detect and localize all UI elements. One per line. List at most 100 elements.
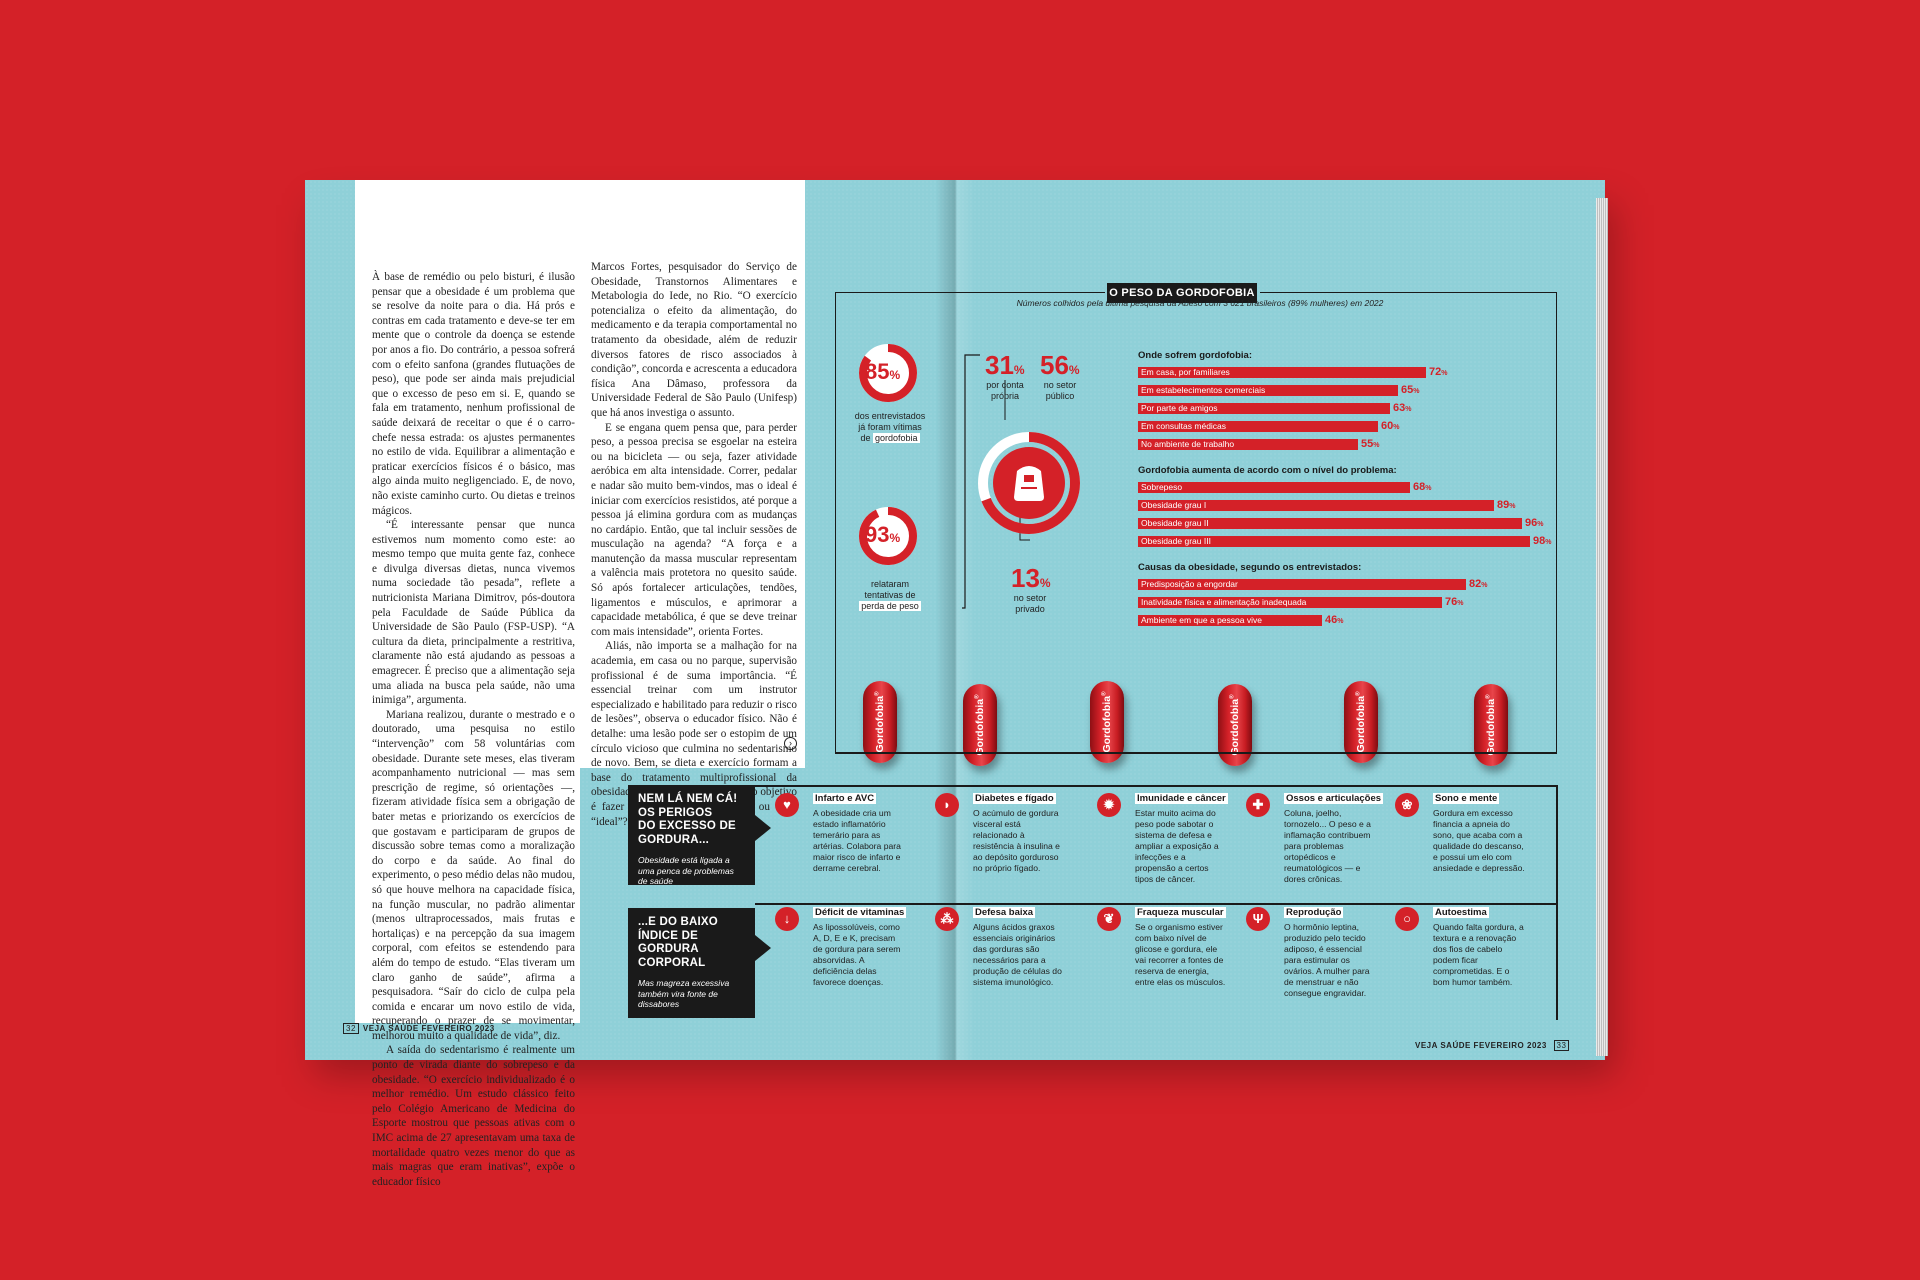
- bar-label: Ambiente em que a pessoa vive: [1141, 615, 1262, 625]
- frame-bottom-line: [835, 752, 1557, 754]
- footer-text: VEJA SAÚDE FEVEREIRO 2023: [362, 1024, 495, 1033]
- effect-title: Ossos e articulações: [1284, 793, 1384, 804]
- low-label-box: ...E DO BAIXO ÍNDICE DE GORDURA CORPORAL Ma…: [628, 908, 755, 1018]
- liver-icon: ◗: [935, 793, 959, 817]
- page-edge: [1596, 198, 1608, 1056]
- text-box-background: [355, 180, 580, 1023]
- bar-value: 96%: [1525, 517, 1544, 529]
- effect-text: O hormônio leptina, produzido pelo tecid…: [1284, 922, 1370, 998]
- pill-gordofobia: Gordofobia®: [863, 681, 897, 763]
- bar: Ambiente em que a pessoa vive: [1138, 615, 1322, 626]
- effect-text: Alguns ácidos graxos essenciais originár…: [973, 922, 1062, 987]
- table-top-line: [755, 785, 1557, 787]
- bar-label: Obesidade grau III: [1141, 536, 1211, 546]
- donut2-label: relataram tentativas de perda de peso: [859, 579, 921, 611]
- effect-text: Coluna, joelho, tornozelo... O peso e a …: [1284, 808, 1371, 884]
- effect-text: Estar muito acima do peso pode sabotar o…: [1135, 808, 1219, 884]
- pill-gordofobia: Gordofobia®: [1474, 684, 1508, 766]
- heart-icon: ♥: [775, 793, 799, 817]
- muscle-icon: ❦: [1097, 907, 1121, 931]
- bar-section-heading: Onde sofrem gordofobia:: [1138, 350, 1252, 361]
- effect-text: O acúmulo de gordura visceral está relac…: [973, 808, 1060, 873]
- effect-title: Sono e mente: [1433, 793, 1500, 804]
- article-column-1: À base de remédio ou pelo bisturi, é ilu…: [372, 270, 575, 1189]
- paragraph: “É interessante pensar que nunca estivem…: [372, 519, 575, 707]
- frame-top-left: [835, 292, 1105, 293]
- bar-value: 72%: [1429, 366, 1448, 378]
- bar-label: Obesidade grau II: [1141, 518, 1209, 528]
- bar: Obesidade grau I: [1138, 500, 1494, 511]
- effect-text: Gordura em excesso financia a apneia do …: [1433, 808, 1525, 873]
- low-note: Mas magreza excessiva também vira fonte …: [638, 978, 730, 1009]
- effect-text: Se o organismo estiver com baixo nível d…: [1135, 922, 1226, 987]
- stat-31-label: por conta própria: [986, 380, 1024, 401]
- pill-label: Gordofobia®: [1485, 694, 1497, 756]
- stat-13-label: no setor privado: [1013, 593, 1047, 614]
- infographic-frame: [835, 292, 1557, 754]
- donut2-value: 93%: [865, 522, 901, 547]
- bar-label: Sobrepeso: [1141, 482, 1183, 492]
- footer-right: VEJA SAÚDE FEVEREIRO 2023 33: [1415, 1040, 1570, 1051]
- paragraph: À base de remédio ou pelo bisturi, é ilu…: [372, 271, 575, 517]
- effect-title: Imunidade e câncer: [1135, 793, 1228, 804]
- article-column-2: Marcos Fortes, pesquisador do Serviço de…: [591, 260, 797, 829]
- pointer-arrow: [755, 815, 771, 841]
- infographic-subtitle: Números colhidos pela última pesquisa da…: [1016, 298, 1384, 308]
- bar: Em consultas médicas: [1138, 421, 1378, 432]
- donut1-value: 85%: [865, 359, 901, 384]
- pointer-arrow: [755, 935, 771, 961]
- bar-value: 82%: [1469, 578, 1488, 590]
- bar-value: 89%: [1497, 499, 1516, 511]
- effect-title: Infarto e AVC: [813, 793, 877, 804]
- stat-56: 56%: [1040, 350, 1080, 380]
- bar-section-heading: Causas da obesidade, segundo os entrevis…: [1138, 562, 1362, 573]
- bar-label: No ambiente de trabalho: [1141, 439, 1235, 449]
- paragraph: A saída do sedentarismo é realmente um p…: [372, 1044, 575, 1188]
- bar-label: Em casa, por familiares: [1141, 367, 1230, 377]
- bar: Obesidade grau III: [1138, 536, 1530, 547]
- bar-label: Por parte de amigos: [1141, 403, 1218, 413]
- bar: Predisposição a engordar: [1138, 579, 1466, 590]
- frame-top-right: [1260, 292, 1557, 293]
- brain-icon: ❀: [1395, 793, 1419, 817]
- bar-label: Obesidade grau I: [1141, 500, 1207, 510]
- pill-label: Gordofobia®: [874, 691, 886, 753]
- bar: Obesidade grau II: [1138, 518, 1522, 529]
- bar: Em casa, por familiares: [1138, 367, 1426, 378]
- excess-heading: NEM LÁ NEM CÁ! OS PERIGOS DO EXCESSO DE GOR…: [638, 793, 738, 846]
- bar-value: 55%: [1361, 438, 1380, 450]
- low-heading: ...E DO BAIXO ÍNDICE DE GORDURA CORPORAL: [638, 916, 718, 969]
- bar-label: Inatividade física e alimentação inadequ…: [1141, 597, 1307, 607]
- donut-chart-93: [859, 507, 917, 565]
- bar-label: Em consultas médicas: [1141, 421, 1227, 431]
- cells-icon: ⁂: [935, 907, 959, 931]
- bar: No ambiente de trabalho: [1138, 439, 1358, 450]
- page-number: 32: [343, 1023, 359, 1034]
- virus-icon: ✹: [1097, 793, 1121, 817]
- continue-arrow-icon: ›: [784, 737, 797, 750]
- footer-left: 32 VEJA SAÚDE FEVEREIRO 2023: [343, 1023, 495, 1034]
- bar-value: 63%: [1393, 402, 1412, 414]
- effect-title: Reprodução: [1284, 907, 1344, 918]
- bar: Por parte de amigos: [1138, 403, 1390, 414]
- stat-13: 13%: [1011, 563, 1051, 593]
- paragraph: Marcos Fortes, pesquisador do Serviço de…: [591, 261, 797, 419]
- pill-gordofobia: Gordofobia®: [1344, 681, 1378, 763]
- bar-value: 68%: [1413, 481, 1432, 493]
- paragraph: Mariana realizou, durante o mestrado e o…: [372, 708, 575, 1042]
- stat-31: 31%: [985, 350, 1025, 380]
- effect-title: Fraqueza muscular: [1135, 907, 1226, 918]
- pill-gordofobia: Gordofobia®: [1218, 684, 1252, 766]
- bar-value: 76%: [1445, 596, 1464, 608]
- down-arrow-icon: ↓: [775, 907, 799, 931]
- mirror-icon: ○: [1395, 907, 1419, 931]
- pill-gordofobia: Gordofobia®: [963, 684, 997, 766]
- bar-value: 65%: [1401, 384, 1420, 396]
- footer-text: VEJA SAÚDE FEVEREIRO 2023: [1415, 1041, 1547, 1050]
- effect-text: Quando falta gordura, a textura e a reno…: [1433, 922, 1524, 987]
- infographic-title: O PESO DA GORDOFOBIA: [1107, 283, 1257, 303]
- bar-value: 60%: [1381, 420, 1400, 432]
- pill-label: Gordofobia®: [974, 694, 986, 756]
- bar: Inatividade física e alimentação inadequ…: [1138, 597, 1442, 608]
- text-box-background-2: [580, 180, 805, 768]
